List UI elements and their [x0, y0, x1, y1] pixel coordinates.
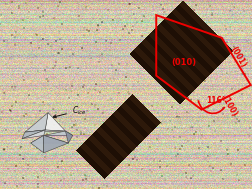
Polygon shape — [44, 135, 68, 153]
Polygon shape — [31, 135, 44, 153]
Polygon shape — [22, 130, 45, 139]
Polygon shape — [25, 130, 66, 132]
Polygon shape — [25, 113, 48, 132]
Text: 116°: 116° — [206, 96, 225, 105]
Polygon shape — [66, 131, 73, 143]
Text: (010): (010) — [171, 58, 197, 67]
Text: (001): (001) — [229, 45, 248, 69]
Polygon shape — [44, 131, 73, 135]
Text: $C_{ice}$: $C_{ice}$ — [53, 104, 87, 118]
Polygon shape — [31, 135, 68, 143]
Polygon shape — [22, 130, 45, 139]
Text: (100): (100) — [220, 94, 239, 118]
Polygon shape — [45, 113, 66, 131]
